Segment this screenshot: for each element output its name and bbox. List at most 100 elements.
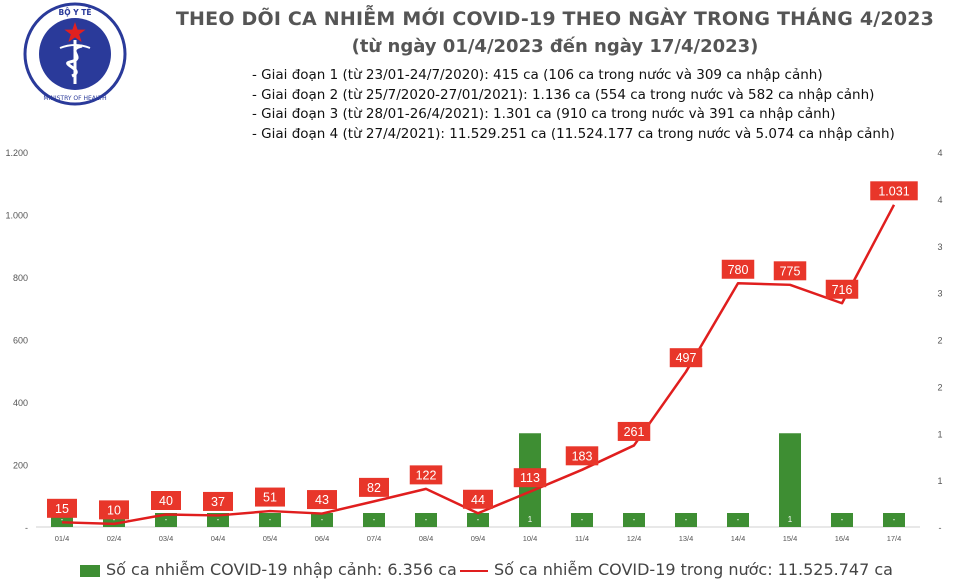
legend-item-imported: Số ca nhiễm COVID-19 nhập cảnh: 6.356 ca: [80, 560, 457, 579]
line-data-label-box: [669, 348, 703, 368]
bar-data-label: -: [113, 515, 116, 524]
x-tick-label: 01/4: [55, 534, 70, 543]
line-data-label: 10: [107, 503, 121, 517]
legend-line-label: Số ca nhiễm COVID-19 trong nước: 11.525.…: [494, 560, 893, 579]
bar-imported: [415, 513, 437, 527]
line-data-label: 113: [520, 471, 540, 485]
phase-item: Giai đoạn 3 (từ 28/01-26/4/2021): 1.301 …: [252, 105, 895, 125]
line-data-label-box: [565, 446, 599, 466]
line-data-label: 43: [315, 493, 329, 507]
y-right-tick-label: 1: [937, 429, 942, 439]
bar-data-label: 1: [528, 515, 533, 524]
x-tick-label: 16/4: [835, 534, 850, 543]
line-data-label-box: [255, 487, 285, 507]
line-data-label-box: [617, 421, 651, 441]
line-domestic: [61, 204, 896, 526]
line-data-label: 44: [471, 493, 485, 507]
bar-data-label: -: [893, 515, 896, 524]
bar-data-label: -: [217, 515, 220, 524]
phase-item: Giai đoạn 4 (từ 27/4/2021): 11.529.251 c…: [252, 125, 895, 145]
page-title: THEO DÕI CA NHIỄM MỚI COVID-19 THEO NGÀY…: [175, 8, 935, 30]
x-tick-label: 03/4: [159, 534, 174, 543]
y-left-tick-label: 200: [13, 461, 28, 471]
line-data-label-box: [203, 491, 233, 511]
x-tick-label: 09/4: [471, 534, 486, 543]
y-right-tick-label: 1: [937, 476, 942, 486]
logo-star: [64, 22, 86, 42]
x-tick-label: 10/4: [523, 534, 538, 543]
bar-imported: [883, 513, 905, 527]
phase-item: Giai đoạn 2 (từ 25/7/2020-27/01/2021): 1…: [252, 86, 895, 106]
bar-data-label: -: [633, 515, 636, 524]
x-tick-label: 17/4: [887, 534, 902, 543]
bar-data-label: -: [477, 515, 480, 524]
y-right-tick-label: 3: [937, 242, 942, 252]
logo-bottom-text: MINISTRY OF HEALTH: [43, 95, 106, 102]
bar-data-label: -: [581, 515, 584, 524]
bar-data-label: -: [425, 515, 428, 524]
line-data-label-box: [513, 468, 547, 488]
bar-imported: [623, 513, 645, 527]
x-tick-label: 05/4: [263, 534, 278, 543]
bar-data-label: -: [373, 515, 376, 524]
x-tick-label: 07/4: [367, 534, 382, 543]
x-tick-label: 06/4: [315, 534, 330, 543]
y-right-tick-label: 4: [937, 195, 942, 205]
line-data-label: 1.031: [878, 184, 909, 198]
line-data-label-box: [151, 491, 181, 510]
x-tick-label: 02/4: [107, 534, 122, 543]
bar-data-label: -: [685, 515, 688, 524]
line-data-label-box: [307, 490, 337, 510]
line-data-label-box: [721, 259, 755, 279]
bar-data-label: 1: [788, 515, 793, 524]
bar-data-label: -: [841, 515, 844, 524]
bar-data-label: -: [321, 515, 324, 524]
y-right-tick-label: 3: [937, 289, 942, 299]
line-data-label-box: [47, 498, 77, 518]
bar-imported: [259, 513, 281, 527]
line-data-label-box: [359, 477, 389, 497]
x-tick-label: 11/4: [575, 534, 589, 543]
y-left-tick-label: 800: [13, 273, 28, 283]
bar-data-label: -: [165, 515, 168, 524]
bar-data-label: -: [269, 515, 272, 524]
line-data-label-box: [463, 489, 493, 509]
bar-data-label: -: [61, 515, 64, 524]
x-tick-label: 13/4: [679, 534, 694, 543]
ministry-of-health-emblem-icon: BỘ Y TẾ MINISTRY OF HEALTH: [23, 2, 127, 106]
legend-bar-swatch: [80, 564, 100, 577]
phase-item: Giai đoạn 1 (từ 23/01-24/7/2020): 415 ca…: [252, 66, 895, 86]
line-data-label: 82: [367, 481, 381, 495]
y-right-tick-label: 2: [937, 336, 942, 346]
line-data-label: 775: [780, 264, 801, 278]
logo-top-text: BỘ Y TẾ: [59, 7, 93, 17]
page-subtitle: (từ ngày 01/4/2023 đến ngày 17/4/2023): [351, 36, 759, 57]
y-left-tick-label: 600: [13, 336, 28, 346]
line-data-label: 37: [211, 495, 225, 509]
x-tick-label: 12/4: [627, 534, 642, 543]
legend-bar-label: Số ca nhiễm COVID-19 nhập cảnh: 6.356 ca: [106, 560, 457, 579]
y-left-tick-label: 1.000: [5, 211, 28, 221]
bar-imported: [675, 513, 697, 527]
bar-imported: [831, 513, 853, 527]
x-tick-label: 15/4: [783, 534, 798, 543]
legend-item-domestic: Số ca nhiễm COVID-19 trong nước: 11.525.…: [460, 560, 893, 579]
bar-imported: [363, 513, 385, 527]
x-tick-label: 04/4: [211, 534, 226, 543]
line-data-label: 122: [416, 468, 437, 482]
line-data-label: 497: [676, 351, 697, 365]
bar-imported: [779, 433, 801, 527]
line-data-label-box: [870, 181, 918, 201]
bar-imported: [727, 513, 749, 527]
y-right-tick-label: -: [939, 523, 942, 533]
line-data-label: 51: [263, 491, 277, 505]
bar-data-label: -: [737, 515, 740, 524]
x-tick-label: 14/4: [731, 534, 746, 543]
line-data-label-box: [99, 500, 129, 520]
y-right-tick-label: 2: [937, 382, 942, 392]
line-data-label-box: [409, 465, 443, 485]
y-left-tick-label: 400: [13, 398, 28, 408]
line-data-label-box: [825, 279, 859, 299]
y-right-tick-label: 4: [937, 148, 942, 158]
